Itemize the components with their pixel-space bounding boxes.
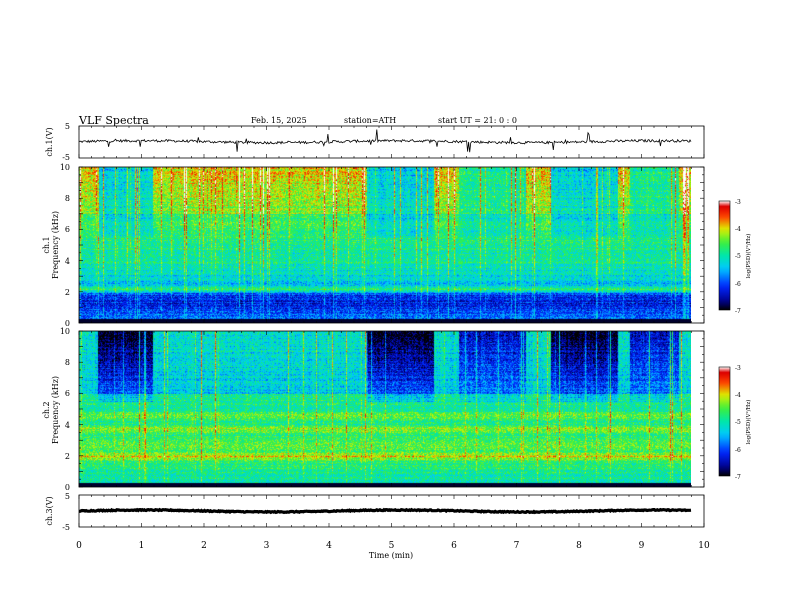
time-tick-label-3: 3 <box>264 541 270 551</box>
ch1-freq-tick-0: 0 <box>65 319 70 328</box>
start-time-label: start UT = 21: 0 : 0 <box>438 116 517 125</box>
ch3-waveform-line <box>79 507 692 515</box>
ch1-waveform-line <box>79 129 692 153</box>
ch1-waveform-ylabel: ch.1(V) <box>45 127 54 156</box>
time-tick-label-10: 10 <box>698 541 710 551</box>
ch3-ytick-bottom: -5 <box>62 523 70 532</box>
time-tick-label-1: 1 <box>139 541 145 551</box>
time-axis-label: Time (min) <box>369 551 413 560</box>
ch3-waveform-ylabel: ch.3(V) <box>45 496 54 525</box>
ch1-colorbar-tick-5: -5 <box>735 253 741 260</box>
ch1-spectrogram-panel: 10 8 6 4 2 0 ch.1 Frequency (kHz) -3 -4 … <box>42 163 752 328</box>
axis-ticks <box>78 126 705 527</box>
time-tick-label-4: 4 <box>326 541 332 551</box>
ch2-channel-label: ch.2 <box>42 401 51 418</box>
ch1-channel-label: ch.1 <box>42 236 51 253</box>
time-tick-label-7: 7 <box>514 541 520 551</box>
ch1-freq-tick-8: 8 <box>65 194 70 203</box>
ch1-freq-tick-2: 2 <box>65 288 70 297</box>
time-tick-label-2: 2 <box>201 541 207 551</box>
time-tick-label-9: 9 <box>639 541 645 551</box>
ch3-waveform-panel: 5 -5 ch.3(V) <box>45 492 705 532</box>
ch2-freq-tick-10: 10 <box>60 327 70 336</box>
ch1-ytick-bottom: -5 <box>62 153 70 162</box>
time-tick-label-6: 6 <box>451 541 457 551</box>
ch1-colorbar <box>718 200 731 311</box>
ch2-colorbar-label: log(PSD)(V²/Hz) <box>745 400 752 445</box>
ch2-spectrogram-panel: 10 8 6 4 2 0 ch.2 Frequency (kHz) -3 -4 … <box>42 327 752 492</box>
time-tick-label-8: 8 <box>576 541 582 551</box>
ch2-colorbar <box>718 366 731 477</box>
ch1-freq-tick-10: 10 <box>60 163 70 172</box>
ch2-colorbar-tick-7: -7 <box>735 474 741 481</box>
ch1-colorbar-tick-3: -3 <box>735 199 741 206</box>
ch2-freq-tick-8: 8 <box>65 358 70 367</box>
ch1-freq-tick-4: 4 <box>65 257 70 266</box>
ch2-colorbar-tick-4: -4 <box>735 392 741 399</box>
time-tick-label-5: 5 <box>389 541 395 551</box>
ch2-frequency-label: Frequency (kHz) <box>51 376 60 444</box>
ch1-colorbar-tick-7: -7 <box>735 308 741 315</box>
time-tick-label-0: 0 <box>76 541 82 551</box>
ch3-ytick-top: 5 <box>65 492 70 501</box>
figure-title: VLF Spectra <box>78 114 149 127</box>
ch2-colorbar-tick-6: -6 <box>735 447 741 454</box>
ch2-colorbar-tick-5: -5 <box>735 419 741 426</box>
ch1-colorbar-label: log(PSD)(V²/Hz) <box>745 234 752 279</box>
ch1-colorbar-tick-6: -6 <box>735 281 741 288</box>
date-label: Feb. 15, 2025 <box>251 116 307 125</box>
ch2-freq-tick-4: 4 <box>65 421 70 430</box>
ch1-waveform-panel: 5 -5 ch.1(V) <box>45 122 705 162</box>
ch2-freq-tick-0: 0 <box>65 483 70 492</box>
time-axis-tick-labels: 0 1 2 3 4 5 6 7 8 9 10 <box>76 541 710 551</box>
ch1-frequency-label: Frequency (kHz) <box>51 211 60 279</box>
ch2-spectrogram-image <box>79 331 691 487</box>
ch2-colorbar-tick-3: -3 <box>735 365 741 372</box>
ch1-colorbar-tick-4: -4 <box>735 226 741 233</box>
station-label: station=ATH <box>344 116 396 125</box>
ch1-ytick-top: 5 <box>65 122 70 131</box>
ch2-freq-tick-6: 6 <box>65 389 70 398</box>
ch2-freq-tick-2: 2 <box>65 452 70 461</box>
ch1-spectrogram-image <box>79 167 691 323</box>
ch1-freq-tick-6: 6 <box>65 225 70 234</box>
